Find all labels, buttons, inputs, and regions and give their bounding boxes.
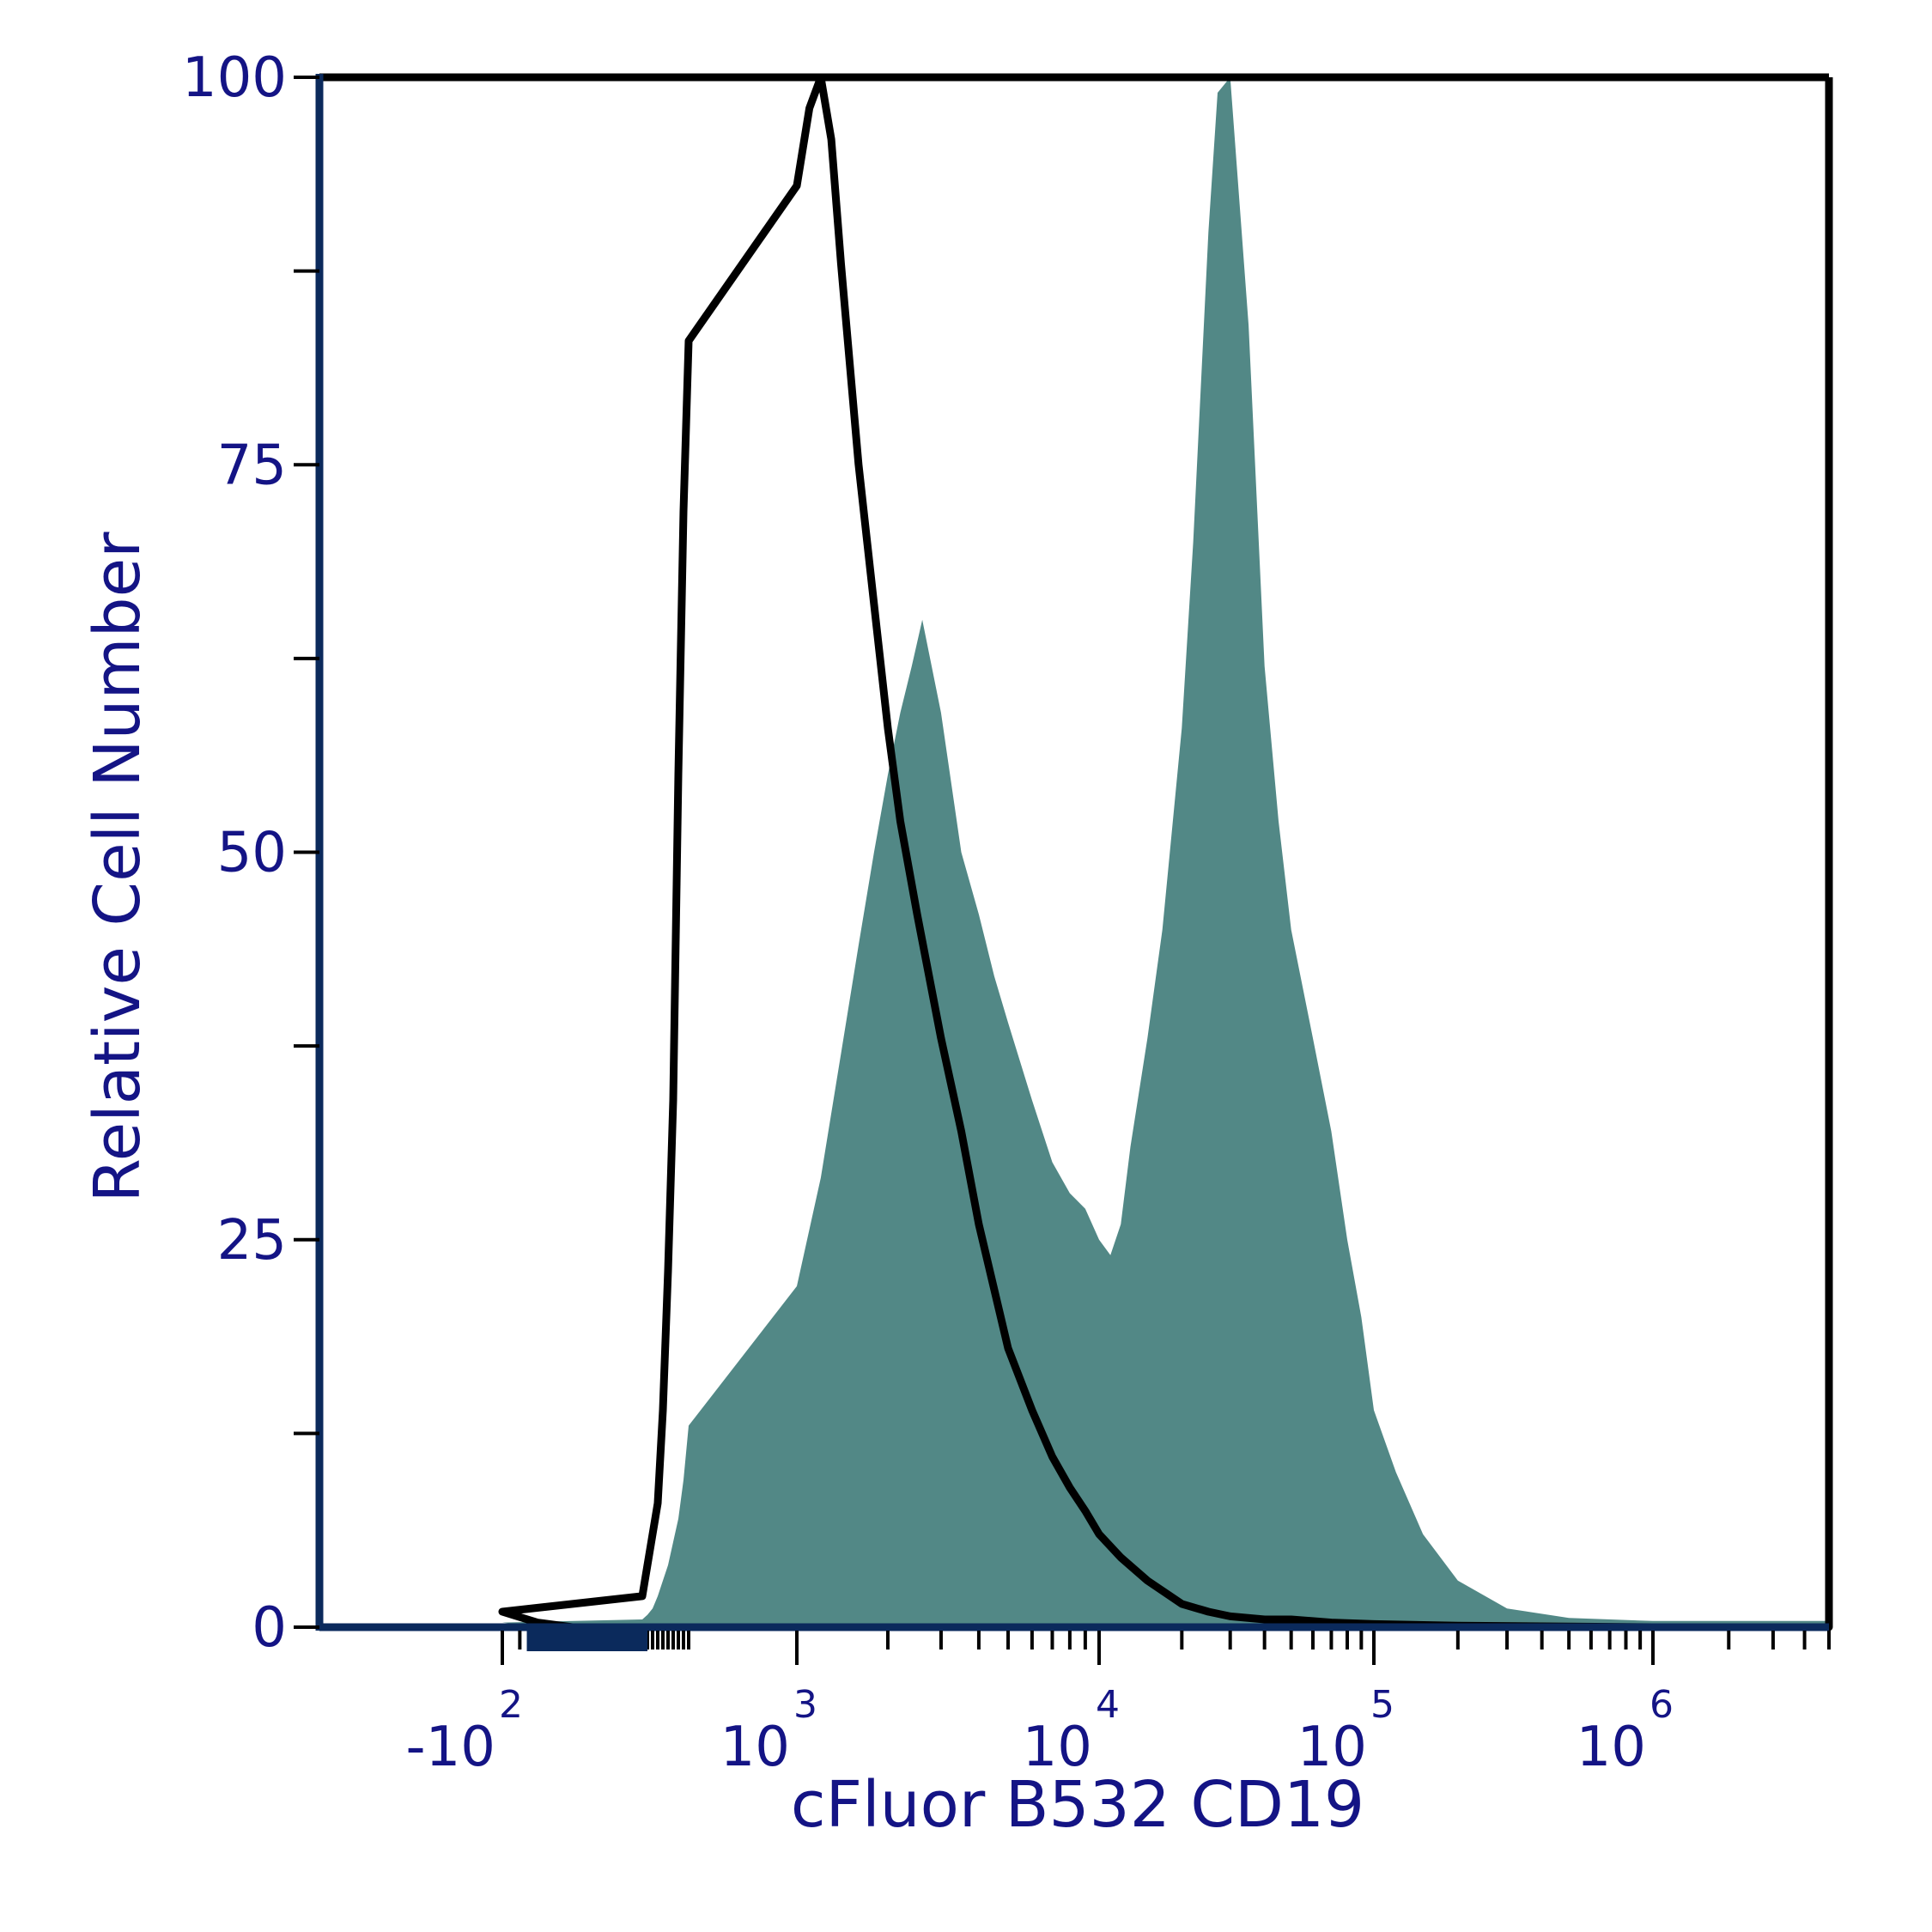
x-tick-label-exponent: 6 [1649, 1683, 1674, 1727]
x-tick-label-exponent: 4 [1096, 1683, 1120, 1727]
filled-histogram-series [502, 77, 1829, 1627]
y-tick-label: 75 [217, 434, 287, 497]
plot-marks [498, 73, 1833, 1631]
x-tick-label: 10 [1023, 1716, 1092, 1779]
y-tick-label: 50 [217, 822, 287, 885]
y-tick-label: 0 [252, 1596, 287, 1660]
x-axis-title: cFluor B532 CD19 [791, 1768, 1364, 1842]
outline-histogram-series [498, 73, 1833, 1631]
x-tick-label: 10 [1297, 1716, 1367, 1779]
x-tick-label-exponent: 2 [499, 1683, 523, 1727]
x-tick-label: 10 [1577, 1716, 1646, 1779]
x-tick-label: 10 [720, 1716, 790, 1779]
y-tick-label: 100 [182, 46, 287, 110]
y-axis-title: Relative Cell Number [81, 532, 155, 1203]
y-tick-label: 25 [217, 1209, 287, 1273]
x-tick-label-exponent: 3 [793, 1683, 817, 1727]
y-axis: 0 25 50 75 100 [182, 46, 319, 1660]
x-tick-label-exponent: 5 [1370, 1683, 1394, 1727]
x-tick-label: -10 [405, 1716, 495, 1779]
x-tick-band [526, 1631, 647, 1651]
